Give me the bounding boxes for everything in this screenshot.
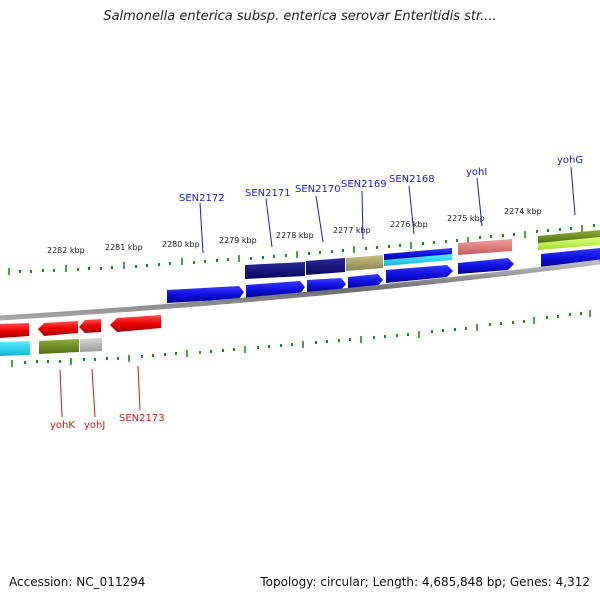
plus-gene-labels[interactable]: SEN2172 SEN2171 SEN2170 SEN2169 SEN2168 … <box>179 155 583 204</box>
genome-summary: Topology: circular; Length: 4,685,848 bp… <box>260 575 590 589</box>
gene-block-sen2171-cat <box>306 258 345 275</box>
map-title: Salmonella enterica subsp. enterica sero… <box>103 9 497 24</box>
outer-minor-ticks <box>19 224 595 273</box>
gene-block-sen2168-cat <box>384 254 452 266</box>
minus-strand-gene-arrows <box>0 315 161 338</box>
gene-label-sen2169[interactable]: SEN2169 <box>341 179 387 190</box>
minus-strand-feature-band <box>0 338 102 356</box>
gene-label-sen2173[interactable]: SEN2173 <box>119 413 165 424</box>
gene-block-sen2169-cat <box>384 248 452 261</box>
gene-label-sen2171[interactable]: SEN2171 <box>245 188 291 199</box>
inner-tick-ring <box>11 310 591 367</box>
kbp-label: 2280 kbp <box>162 240 200 249</box>
gene-arrow-minus-partial <box>0 323 29 338</box>
gene-label-yohj[interactable]: yohJ <box>84 420 105 431</box>
gene-label-yohi[interactable]: yohI <box>466 167 487 178</box>
gene-arrow-sen2168 <box>386 265 453 283</box>
gene-block-sen2170-cat <box>346 255 383 271</box>
gene-label-sen2172[interactable]: SEN2172 <box>179 193 225 204</box>
kbp-label: 2281 kbp <box>105 243 143 252</box>
kbp-tick-labels: 2282 kbp 2281 kbp 2280 kbp 2279 kbp 2278… <box>47 207 542 255</box>
inner-minor-ticks <box>24 312 582 364</box>
gene-block-yohj-cat <box>80 338 102 352</box>
gene-block-minus-partial-cat <box>0 341 30 356</box>
minus-label-leaders <box>59 365 141 418</box>
outer-tick-ring <box>8 225 583 275</box>
kbp-label: 2276 kbp <box>390 220 428 229</box>
kbp-label: 2275 kbp <box>447 214 485 223</box>
gene-arrow-yohi <box>458 258 514 274</box>
gene-arrow-sen2172 <box>167 286 244 303</box>
gene-block-yohk-cat <box>39 339 79 354</box>
gene-block-sen2172-cat <box>245 262 305 279</box>
kbp-label: 2278 kbp <box>276 231 314 240</box>
kbp-label: 2277 kbp <box>333 226 371 235</box>
gene-arrow-sen2169 <box>348 274 383 289</box>
minus-gene-labels[interactable]: yohK yohJ SEN2173 <box>50 413 165 431</box>
gene-label-sen2168[interactable]: SEN2168 <box>389 174 435 185</box>
gene-label-yohg[interactable]: yohG <box>557 155 583 166</box>
gene-arrow-yohk <box>38 321 78 336</box>
gene-label-sen2170[interactable]: SEN2170 <box>295 184 341 195</box>
gene-arrow-yohj <box>79 319 101 333</box>
plus-strand-gene-arrows <box>167 248 600 303</box>
kbp-label: 2279 kbp <box>219 236 257 245</box>
gene-block-yohi-cat <box>458 239 512 255</box>
gene-block-yohg-cat-1 <box>538 230 600 244</box>
plus-label-leaders <box>199 166 576 254</box>
gene-label-yohk[interactable]: yohK <box>50 420 75 431</box>
plus-strand-feature-band <box>245 230 600 279</box>
genome-backbone <box>0 259 600 321</box>
gene-block-yohg-cat-2 <box>538 237 600 250</box>
kbp-label: 2274 kbp <box>504 207 542 216</box>
gene-arrow-sen2173 <box>110 315 161 332</box>
kbp-label: 2282 kbp <box>47 246 85 255</box>
accession-label: Accession: NC_011294 <box>9 575 146 589</box>
